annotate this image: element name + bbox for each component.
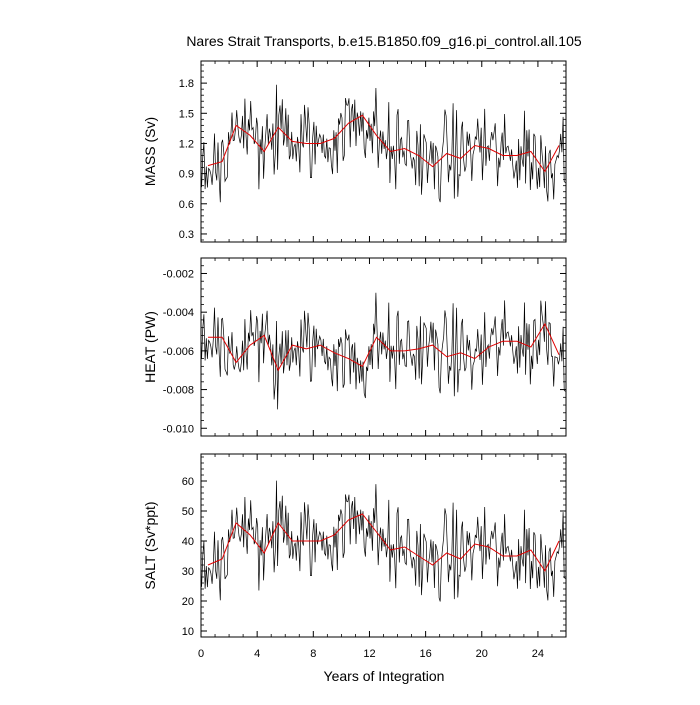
annual-mean-line bbox=[207, 114, 560, 173]
plot-frame bbox=[200, 257, 567, 437]
y-tick-label: 1.5 bbox=[179, 108, 194, 120]
y-tick-label: 0.3 bbox=[179, 229, 194, 241]
y-tick-label: 0.6 bbox=[179, 199, 194, 211]
y-tick-label: 30 bbox=[182, 566, 194, 578]
x-tick-label: 8 bbox=[310, 648, 316, 660]
annual-mean-line bbox=[207, 513, 560, 573]
y-tick-label: 40 bbox=[182, 536, 194, 548]
x-tick-label: 20 bbox=[476, 648, 488, 660]
y-tick-label: 20 bbox=[182, 596, 194, 608]
y-axis-label: MASS (Sv) bbox=[142, 117, 158, 186]
panel-1: 0.3 0.6 0.9 1.2 1.5 1.8 MASS (Sv) bbox=[142, 60, 567, 243]
monthly-series-line bbox=[201, 480, 566, 602]
y-tick-label: 50 bbox=[182, 506, 194, 518]
x-axis-label: Years of Integration bbox=[324, 668, 445, 684]
y-tick-label: -0.002 bbox=[163, 268, 194, 280]
x-tick-label: 4 bbox=[254, 648, 260, 660]
annual-mean-line bbox=[208, 322, 560, 372]
y-tick-label: 1.2 bbox=[179, 138, 194, 150]
x-tick-label: 16 bbox=[419, 648, 431, 660]
y-axis-label: HEAT (PW) bbox=[142, 311, 158, 383]
x-tick-label: 24 bbox=[532, 648, 544, 660]
y-tick-label: 1.8 bbox=[179, 78, 194, 90]
panel-3: 10 20 30 40 50 60 SALT (Sv*ppt) 0 4 8 12 16 20 24 bbox=[142, 453, 567, 660]
x-tick-label: 12 bbox=[363, 648, 375, 660]
y-tick-label: -0.006 bbox=[163, 346, 194, 358]
y-tick-label: 60 bbox=[182, 476, 194, 488]
plot-frame bbox=[200, 453, 567, 638]
x-tick-label: 0 bbox=[198, 648, 204, 660]
y-tick-label: -0.010 bbox=[163, 423, 194, 435]
y-tick-label: 0.9 bbox=[179, 169, 194, 181]
y-axis-label: SALT (Sv*ppt) bbox=[142, 501, 158, 589]
y-tick-label: -0.004 bbox=[163, 307, 194, 319]
y-tick-label: -0.008 bbox=[163, 385, 194, 397]
monthly-series-line bbox=[201, 84, 566, 203]
panel-2: -0.010 -0.008 -0.006 -0.004 -0.002 HEAT (PW) bbox=[142, 257, 567, 437]
y-tick-label: 10 bbox=[182, 626, 194, 638]
monthly-series-line bbox=[201, 292, 566, 410]
chart-title: Nares Strait Transports, b.e15.B1850.f09… bbox=[186, 33, 582, 49]
